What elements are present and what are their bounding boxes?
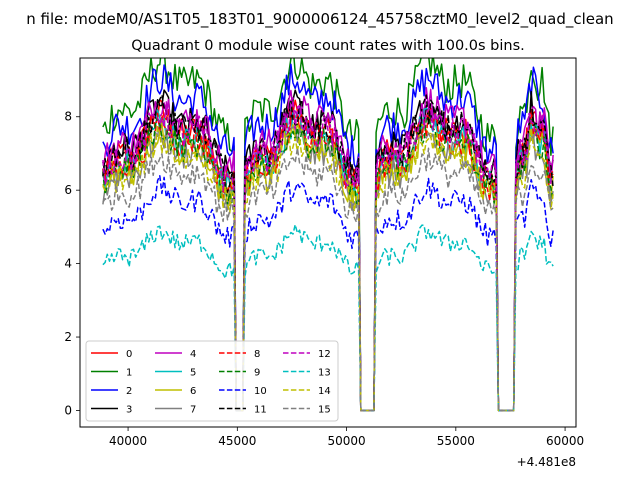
x-tick-label: 45000 — [218, 434, 256, 448]
x-tick-label: 40000 — [109, 434, 147, 448]
series-line-13 — [102, 223, 554, 412]
legend-label-0: 0 — [126, 349, 132, 360]
series-line-15 — [102, 147, 554, 412]
legend-label-14: 14 — [318, 386, 331, 397]
legend-label-5: 5 — [190, 368, 196, 379]
legend-label-8: 8 — [254, 349, 260, 360]
plot-frame — [79, 57, 577, 428]
legend-label-1: 1 — [126, 368, 132, 379]
legend-label-4: 4 — [190, 349, 196, 360]
legend-box — [85, 340, 339, 422]
y-tick-label: 0 — [64, 403, 72, 417]
x-axis-offset-label: +4.481e8 — [517, 455, 576, 469]
figure-suptitle: n file: modeM0/AS1T05_183T01_9000006124_… — [26, 10, 613, 29]
legend-label-9: 9 — [254, 368, 260, 379]
series-layer — [102, 58, 554, 412]
legend-label-11: 11 — [254, 405, 267, 416]
axes-title: Quadrant 0 module wise count rates with … — [131, 38, 525, 54]
series-line-12 — [102, 97, 554, 412]
x-tick-label: 60000 — [546, 434, 584, 448]
legend-label-6: 6 — [190, 386, 196, 397]
series-line-10 — [102, 175, 554, 412]
x-tick-label: 55000 — [437, 434, 475, 448]
legend-label-7: 7 — [190, 405, 196, 416]
legend-label-10: 10 — [254, 386, 267, 397]
x-tick-label: 50000 — [327, 434, 365, 448]
x-axis: 40000 45000 50000 55000 60000 — [109, 427, 584, 448]
series-line-14 — [102, 126, 554, 412]
legend-label-2: 2 — [126, 386, 132, 397]
legend-label-3: 3 — [126, 405, 132, 416]
y-tick-label: 8 — [64, 110, 72, 124]
y-axis: 0 2 4 6 8 — [64, 110, 80, 417]
legend-label-12: 12 — [318, 349, 331, 360]
legend-label-15: 15 — [318, 405, 331, 416]
series-line-2 — [102, 63, 554, 412]
y-tick-label: 6 — [64, 183, 72, 197]
y-tick-label: 2 — [64, 330, 72, 344]
series-line-11 — [102, 94, 554, 412]
series-line-9 — [102, 116, 554, 412]
y-tick-label: 4 — [64, 257, 72, 271]
legend-label-13: 13 — [318, 368, 331, 379]
